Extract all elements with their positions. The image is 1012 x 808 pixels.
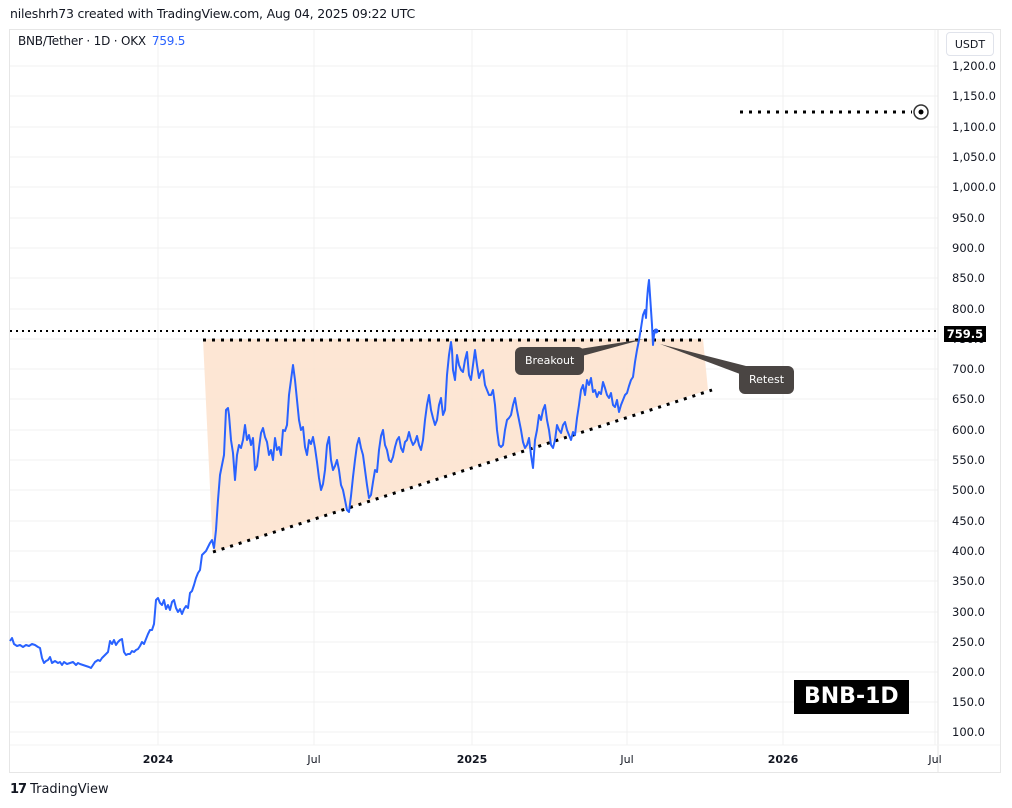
svg-text:1,150.0: 1,150.0 [952, 89, 996, 103]
svg-text:250.0: 250.0 [952, 635, 985, 649]
price-axis-labels: 1,200.0 1,150.0 1,100.0 1,050.0 1,000.0 … [952, 59, 996, 739]
retest-callout[interactable]: Retest [739, 366, 795, 394]
support-trendline [212, 388, 713, 554]
svg-text:Jul: Jul [306, 753, 320, 766]
tradingview-brand: TradingView [30, 782, 109, 797]
svg-text:200.0: 200.0 [952, 665, 985, 679]
svg-text:150.0: 150.0 [952, 695, 985, 709]
svg-text:2025: 2025 [457, 753, 488, 766]
chart-frame [9, 29, 1001, 773]
svg-text:850.0: 850.0 [952, 271, 985, 285]
svg-text:2026: 2026 [768, 753, 799, 766]
svg-text:100.0: 100.0 [952, 725, 985, 739]
svg-text:450.0: 450.0 [952, 514, 985, 528]
ascending-triangle-area [203, 339, 708, 552]
svg-text:550.0: 550.0 [952, 453, 985, 467]
svg-text:600.0: 600.0 [952, 423, 985, 437]
time-axis-labels: 2024 Jul 2025 Jul 2026 Jul [143, 753, 942, 766]
legend-last-price: 759.5 [151, 34, 186, 48]
svg-text:950.0: 950.0 [952, 211, 985, 225]
chart-watermark: BNB-1D [794, 680, 909, 714]
current-price-badge: 759.5 [944, 326, 986, 342]
svg-text:Jul: Jul [927, 753, 941, 766]
price-line [9, 279, 657, 669]
symbol-title: BNB/Tether · 1D · OKX [18, 34, 146, 48]
svg-text:1,000.0: 1,000.0 [952, 180, 996, 194]
svg-text:1,100.0: 1,100.0 [952, 120, 996, 134]
svg-text:800.0: 800.0 [952, 302, 985, 316]
svg-text:300.0: 300.0 [952, 605, 985, 619]
retest-pointer [660, 344, 760, 374]
svg-text:700.0: 700.0 [952, 362, 985, 376]
tradingview-logo-icon: 17 [10, 782, 27, 797]
svg-text:500.0: 500.0 [952, 483, 985, 497]
svg-text:350.0: 350.0 [952, 574, 985, 588]
svg-text:650.0: 650.0 [952, 392, 985, 406]
svg-text:1,050.0: 1,050.0 [952, 150, 996, 164]
svg-text:1,200.0: 1,200.0 [952, 59, 996, 73]
symbol-legend[interactable]: BNB/Tether · 1D · OKX 759.5 [18, 34, 185, 48]
svg-text:400.0: 400.0 [952, 544, 985, 558]
chart-credit: nileshrh73 created with TradingView.com,… [10, 6, 415, 21]
svg-text:Jul: Jul [619, 753, 633, 766]
breakout-callout[interactable]: Breakout [515, 347, 585, 375]
svg-text:900.0: 900.0 [952, 241, 985, 255]
tradingview-logo[interactable]: 17 TradingView [10, 782, 109, 797]
currency-button[interactable]: USDT [946, 32, 994, 56]
target-point-icon[interactable] [913, 104, 929, 120]
last-price-dot [653, 328, 659, 334]
svg-text:2024: 2024 [143, 753, 174, 766]
